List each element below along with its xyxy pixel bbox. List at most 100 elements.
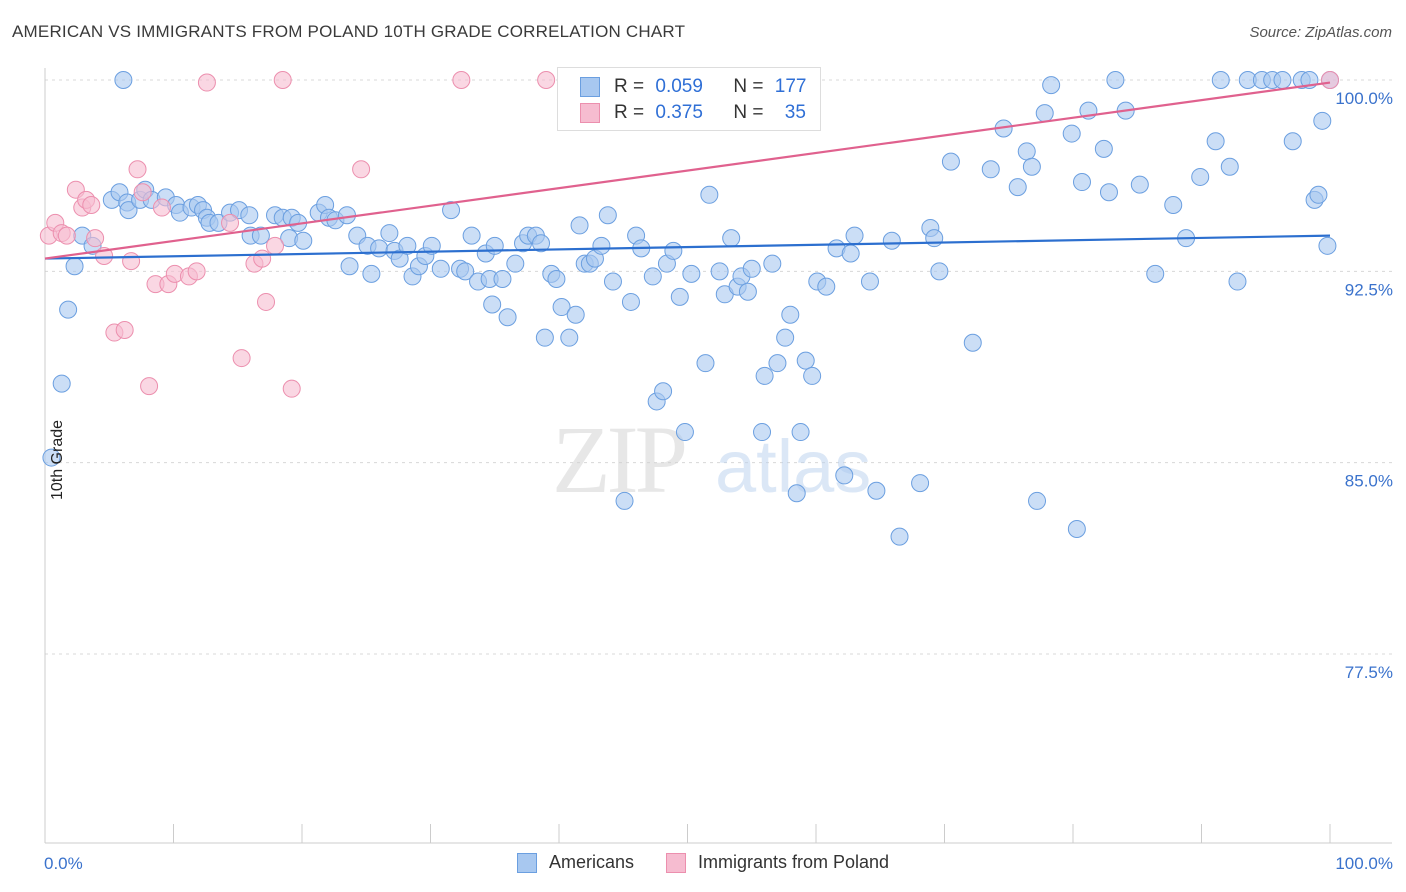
- poland-trend-line: [44, 81, 1331, 260]
- americans-point: [603, 272, 622, 291]
- americans-point: [1042, 76, 1061, 95]
- americans-point: [835, 466, 854, 485]
- americans-point: [1273, 71, 1292, 89]
- americans-point: [654, 382, 673, 401]
- poland-points: [39, 71, 1339, 398]
- legend-item-americans[interactable]: Americans: [516, 852, 634, 873]
- poland-point: [221, 213, 240, 232]
- americans-point: [1099, 183, 1118, 202]
- y-tick-labels: 100.0% 92.5% 85.0% 77.5%: [1335, 89, 1393, 682]
- poland-point: [152, 198, 171, 217]
- americans-point: [422, 236, 441, 255]
- americans-r-label: R =: [614, 76, 645, 97]
- chart-title: AMERICAN VS IMMIGRANTS FROM POLAND 10TH …: [12, 22, 686, 41]
- y-tick-label: 85.0%: [1345, 472, 1393, 491]
- americans-point: [483, 295, 502, 314]
- poland-point: [537, 71, 556, 89]
- americans-point: [1146, 264, 1165, 283]
- poland-point: [282, 379, 301, 398]
- poland-point: [86, 229, 105, 248]
- americans-point: [1062, 124, 1081, 143]
- y-axis-label: 10th Grade: [49, 419, 67, 501]
- poland-point: [57, 226, 76, 245]
- americans-point: [42, 448, 61, 467]
- americans-n-label: N =: [733, 76, 764, 97]
- poland-r-label: R =: [614, 102, 645, 123]
- legend-row-americans: R = 0.059 N = 177: [580, 75, 806, 99]
- americans-point: [753, 423, 772, 442]
- americans-point: [493, 269, 512, 288]
- americans-point: [817, 277, 836, 296]
- legend-item-poland[interactable]: Immigrants from Poland: [665, 852, 890, 873]
- americans-point: [52, 374, 71, 393]
- americans-point: [841, 244, 860, 263]
- americans-point: [963, 333, 982, 352]
- americans-point: [340, 257, 359, 276]
- americans-point: [532, 234, 551, 253]
- americans-point: [1164, 196, 1183, 215]
- poland-point: [253, 249, 272, 268]
- y-tick-label: 77.5%: [1345, 663, 1393, 682]
- americans-point: [535, 328, 554, 347]
- americans-point: [1017, 142, 1036, 161]
- americans-point: [1072, 173, 1091, 192]
- x-tick-labels: 0.0% 100.0%: [44, 854, 1393, 873]
- americans-point: [251, 226, 270, 245]
- americans-point: [1067, 519, 1086, 538]
- americans-point: [59, 300, 78, 319]
- americans-point: [498, 308, 517, 327]
- y-tick-label: 92.5%: [1345, 280, 1393, 299]
- americans-point: [1022, 157, 1041, 176]
- poland-legend-label: Immigrants from Poland: [697, 852, 890, 872]
- americans-point: [738, 282, 757, 301]
- legend-row-poland: R = 0.375 N = 35: [580, 101, 806, 125]
- americans-point: [941, 152, 960, 171]
- americans-point: [1028, 491, 1047, 510]
- americans-point: [240, 206, 259, 225]
- americans-point: [755, 366, 774, 385]
- americans-point: [598, 206, 617, 225]
- poland-point: [133, 183, 152, 202]
- x-tick-label-max: 100.0%: [1335, 854, 1393, 873]
- americans-point: [560, 328, 579, 347]
- trend-lines: [44, 81, 1331, 260]
- americans-point: [911, 474, 930, 493]
- americans-point: [742, 259, 761, 278]
- americans-point: [981, 160, 1000, 179]
- americans-point: [1309, 185, 1328, 204]
- poland-point: [266, 236, 285, 255]
- poland-point: [115, 321, 134, 340]
- americans-point: [643, 267, 662, 286]
- americans-point: [803, 366, 822, 385]
- americans-point: [1313, 111, 1332, 130]
- americans-point: [1035, 104, 1054, 123]
- americans-n-value: 177: [774, 76, 807, 97]
- americans-point: [696, 354, 715, 373]
- americans-point: [431, 259, 450, 278]
- americans-point: [1206, 132, 1225, 151]
- poland-point: [232, 349, 251, 368]
- poland-point: [128, 160, 147, 179]
- y-tick-label: 100.0%: [1335, 89, 1393, 108]
- americans-point: [1283, 132, 1302, 151]
- americans-point: [570, 216, 589, 235]
- poland-point: [352, 160, 371, 179]
- americans-trend-line: [44, 234, 1331, 260]
- americans-point: [1228, 272, 1247, 291]
- poland-point: [122, 252, 141, 271]
- americans-point: [791, 423, 810, 442]
- americans-legend-label: Americans: [548, 852, 634, 872]
- poland-point: [187, 262, 206, 281]
- americans-point: [882, 231, 901, 250]
- americans-point: [845, 226, 864, 245]
- americans-points: [42, 71, 1339, 546]
- americans-legend-swatch: [516, 852, 537, 873]
- americans-point: [682, 264, 701, 283]
- poland-point: [452, 71, 471, 89]
- americans-point: [1008, 178, 1027, 197]
- series-legend: Americans Immigrants from Poland: [0, 852, 1406, 873]
- americans-point: [114, 71, 133, 89]
- americans-point: [930, 262, 949, 281]
- americans-point: [442, 201, 461, 220]
